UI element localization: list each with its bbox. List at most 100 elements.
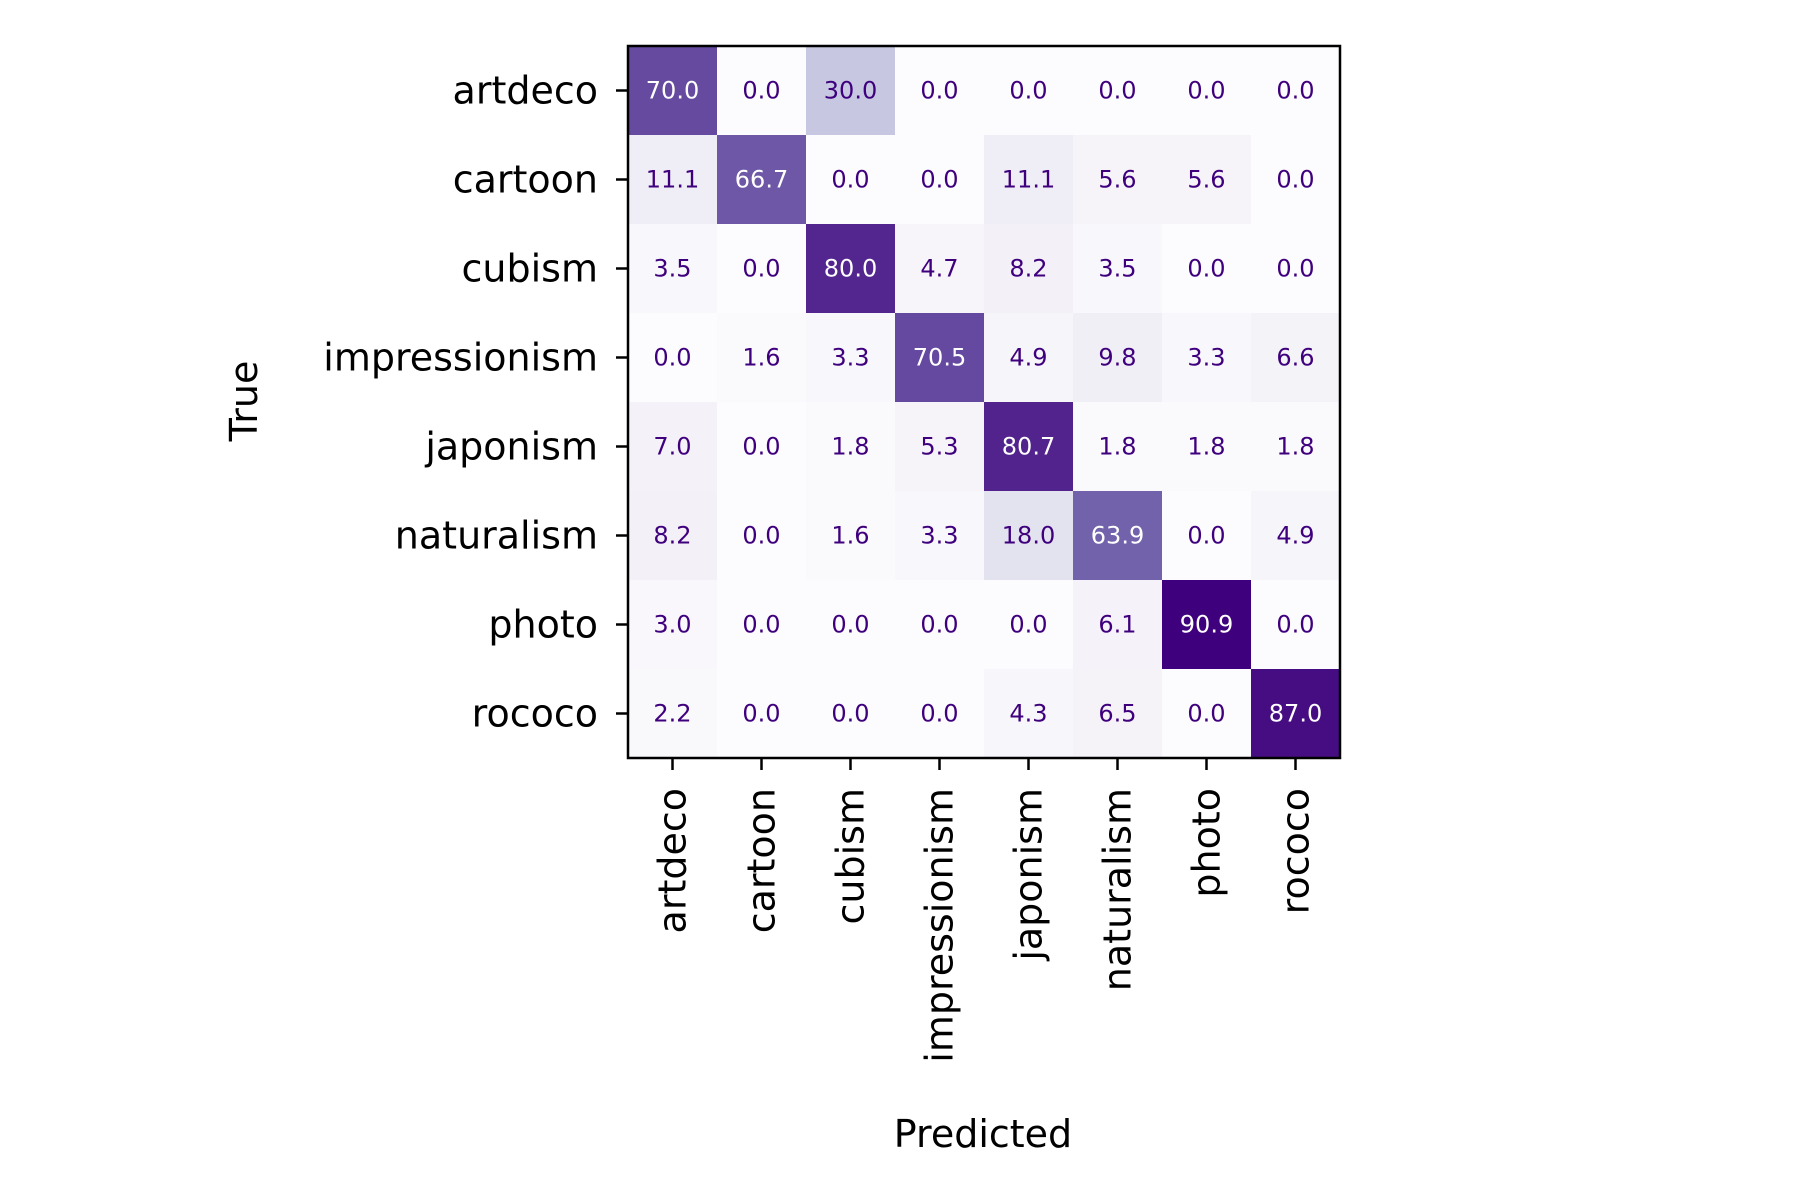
heatmap-cell [806, 491, 896, 581]
cell-value-label: 0.0 [1187, 77, 1225, 105]
cell-value-label: 0.0 [1187, 522, 1225, 550]
heatmap-cell [895, 224, 985, 314]
y-tick-label: artdeco [453, 69, 598, 113]
heatmap-cell [628, 402, 718, 492]
cell-value-label: 0.0 [1276, 166, 1314, 194]
heatmap-cell [628, 580, 718, 670]
y-tick-label: japonism [424, 425, 598, 469]
cell-value-label: 0.0 [920, 77, 958, 105]
heatmap-cell [806, 313, 896, 403]
heatmap-cell [717, 491, 807, 581]
cell-value-label: 11.1 [1002, 166, 1055, 194]
heatmap-cell [1073, 491, 1163, 581]
cell-value-label: 1.8 [1276, 433, 1314, 461]
y-tick-label: impressionism [323, 336, 598, 380]
heatmap-cell [1073, 669, 1163, 759]
cell-value-label: 0.0 [1187, 255, 1225, 283]
heatmap-cell [1162, 669, 1252, 759]
cell-value-label: 80.0 [824, 255, 877, 283]
heatmap-cell [984, 669, 1074, 759]
y-tick-label: naturalism [395, 514, 598, 558]
cell-value-label: 4.3 [1009, 700, 1047, 728]
cell-value-label: 0.0 [831, 700, 869, 728]
cell-value-label: 8.2 [1009, 255, 1047, 283]
cell-value-label: 0.0 [1098, 77, 1136, 105]
heatmap-cell [628, 224, 718, 314]
cell-value-label: 0.0 [742, 522, 780, 550]
heatmap-cell [984, 224, 1074, 314]
cell-value-label: 0.0 [831, 611, 869, 639]
cell-value-label: 3.5 [653, 255, 691, 283]
heatmap-cell [1251, 669, 1341, 759]
heatmap-cell [628, 491, 718, 581]
heatmap-cell [717, 402, 807, 492]
cell-value-label: 1.8 [1098, 433, 1136, 461]
heatmap-cell [1162, 402, 1252, 492]
heatmap-cell [628, 669, 718, 759]
heatmap-cell [806, 669, 896, 759]
x-tick-label: artdeco [651, 788, 695, 933]
cell-value-label: 30.0 [824, 77, 877, 105]
heatmap-cell [984, 491, 1074, 581]
heatmap-cell [895, 669, 985, 759]
heatmap-cell [806, 402, 896, 492]
heatmap-cell [1162, 313, 1252, 403]
cell-value-label: 0.0 [831, 166, 869, 194]
heatmap-cell [717, 135, 807, 225]
cell-value-label: 6.5 [1098, 700, 1136, 728]
cell-value-label: 70.5 [913, 344, 966, 372]
heatmap-cell [1251, 402, 1341, 492]
heatmap-cell [984, 313, 1074, 403]
y-axis-label: True [222, 361, 266, 443]
heatmap-cell [717, 669, 807, 759]
cell-value-label: 6.1 [1098, 611, 1136, 639]
cell-value-label: 0.0 [1276, 77, 1314, 105]
y-tick-label: cartoon [453, 158, 598, 202]
cell-value-label: 2.2 [653, 700, 691, 728]
cell-value-label: 0.0 [742, 700, 780, 728]
x-tick-label: impressionism [918, 788, 962, 1063]
cell-value-label: 87.0 [1269, 700, 1322, 728]
heatmap-cell [1073, 402, 1163, 492]
heatmap-cell [984, 135, 1074, 225]
plot-frame [626, 44, 1342, 760]
cell-value-label: 0.0 [920, 611, 958, 639]
x-tick-label: japonism [1007, 788, 1051, 962]
cell-value-label: 80.7 [1002, 433, 1055, 461]
heatmap-cell [1251, 224, 1341, 314]
cell-value-label: 3.3 [831, 344, 869, 372]
cell-value-label: 5.6 [1187, 166, 1225, 194]
cell-value-label: 0.0 [1187, 700, 1225, 728]
x-tick-label: cubism [829, 788, 873, 924]
cell-value-label: 0.0 [920, 166, 958, 194]
cell-value-label: 3.0 [653, 611, 691, 639]
cell-value-label: 8.2 [653, 522, 691, 550]
cell-value-label: 3.3 [1187, 344, 1225, 372]
cell-value-label: 11.1 [646, 166, 699, 194]
cell-value-label: 90.9 [1180, 611, 1233, 639]
heatmap-cell [717, 46, 807, 136]
heatmap-cell [806, 224, 896, 314]
cell-value-label: 0.0 [742, 433, 780, 461]
heatmap-cell [1251, 313, 1341, 403]
cell-value-label: 0.0 [1276, 255, 1314, 283]
heatmap-cell [717, 313, 807, 403]
cell-value-label: 1.8 [1187, 433, 1225, 461]
heatmap-cell [895, 135, 985, 225]
cell-value-label: 0.0 [653, 344, 691, 372]
cell-value-label: 18.0 [1002, 522, 1055, 550]
cell-value-label: 1.6 [831, 522, 869, 550]
heatmap-cell [895, 313, 985, 403]
cell-value-label: 0.0 [1276, 611, 1314, 639]
heatmap-cell [717, 224, 807, 314]
heatmap-cell [806, 46, 896, 136]
cell-value-label: 0.0 [920, 700, 958, 728]
heatmap-cell [806, 580, 896, 670]
heatmap-cell [628, 135, 718, 225]
cell-value-label: 0.0 [742, 255, 780, 283]
cell-value-label: 3.3 [920, 522, 958, 550]
cell-value-label: 7.0 [653, 433, 691, 461]
y-tick-label: cubism [462, 247, 598, 291]
x-axis-ticks: artdeco cartoon cubism impressionism japonis… [651, 758, 1318, 1063]
heatmap-cell [1162, 491, 1252, 581]
